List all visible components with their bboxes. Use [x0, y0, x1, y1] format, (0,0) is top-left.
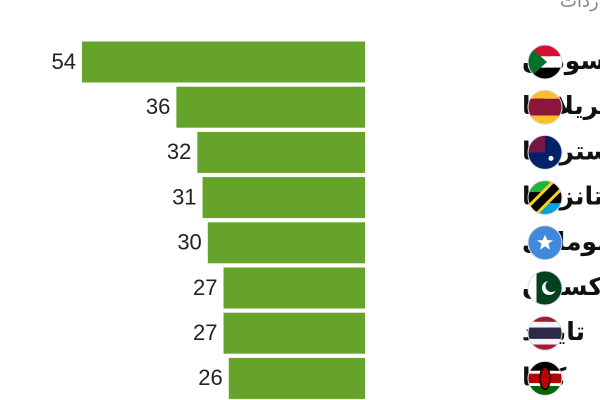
value-label: 26 — [198, 365, 222, 390]
value-label: 27 — [193, 275, 217, 300]
flag-ring — [527, 270, 563, 306]
flag-moon-cut — [545, 280, 558, 292]
flag-body — [528, 90, 562, 125]
bar — [223, 312, 365, 354]
bar — [228, 357, 365, 399]
flag-stripe — [528, 115, 562, 125]
flag — [527, 270, 563, 306]
value-label: 54 — [52, 49, 76, 74]
flag — [527, 360, 563, 396]
flag-body — [528, 180, 562, 215]
flag-stripe — [528, 180, 562, 192]
flag-body — [528, 316, 562, 351]
value-label: 30 — [177, 230, 201, 255]
flag-body — [528, 45, 562, 79]
bar — [197, 131, 365, 173]
flag — [527, 134, 563, 170]
flag-body — [528, 135, 562, 170]
flag-stripe — [528, 203, 562, 215]
flag — [527, 225, 563, 261]
flag-star — [537, 234, 553, 250]
bar — [176, 86, 365, 128]
flag-ring — [527, 225, 563, 261]
flag-stripe — [528, 321, 562, 328]
flag-ring — [527, 315, 563, 351]
flag-stripe — [528, 385, 562, 396]
value-label: 32 — [167, 139, 191, 164]
value-label: 31 — [172, 184, 196, 209]
flag-ring — [527, 134, 563, 170]
flag — [527, 315, 563, 351]
flag — [527, 180, 563, 216]
flag-stripe — [528, 361, 562, 371]
flag-stripe — [528, 271, 537, 305]
bar — [202, 177, 365, 219]
flag-ring — [527, 180, 563, 216]
flag-body — [528, 225, 562, 260]
flag-ring — [527, 44, 563, 80]
flag-stripe — [528, 344, 562, 351]
flag — [527, 89, 563, 125]
flag — [527, 44, 563, 80]
bar — [82, 41, 365, 83]
flag-stripe — [528, 327, 562, 339]
flag-ring — [527, 360, 563, 396]
flag-stripe — [528, 67, 562, 79]
flag-triangle — [528, 45, 547, 79]
flag-stripe — [528, 316, 562, 322]
value-label: 27 — [193, 320, 217, 345]
flag-star — [548, 155, 554, 161]
flag-diag2 — [528, 180, 562, 215]
flag-body — [528, 361, 562, 396]
flag-shield — [539, 366, 551, 391]
chart-subtitle: درصد واردات — [560, 0, 600, 12]
flag-stripe — [528, 98, 562, 116]
flag-stripe — [528, 90, 562, 99]
bar — [223, 267, 365, 309]
flag-stripe — [528, 338, 562, 345]
flag-ring — [527, 89, 563, 125]
bar — [207, 222, 365, 264]
value-label: 36 — [146, 94, 170, 119]
flag-stripe — [528, 45, 562, 57]
